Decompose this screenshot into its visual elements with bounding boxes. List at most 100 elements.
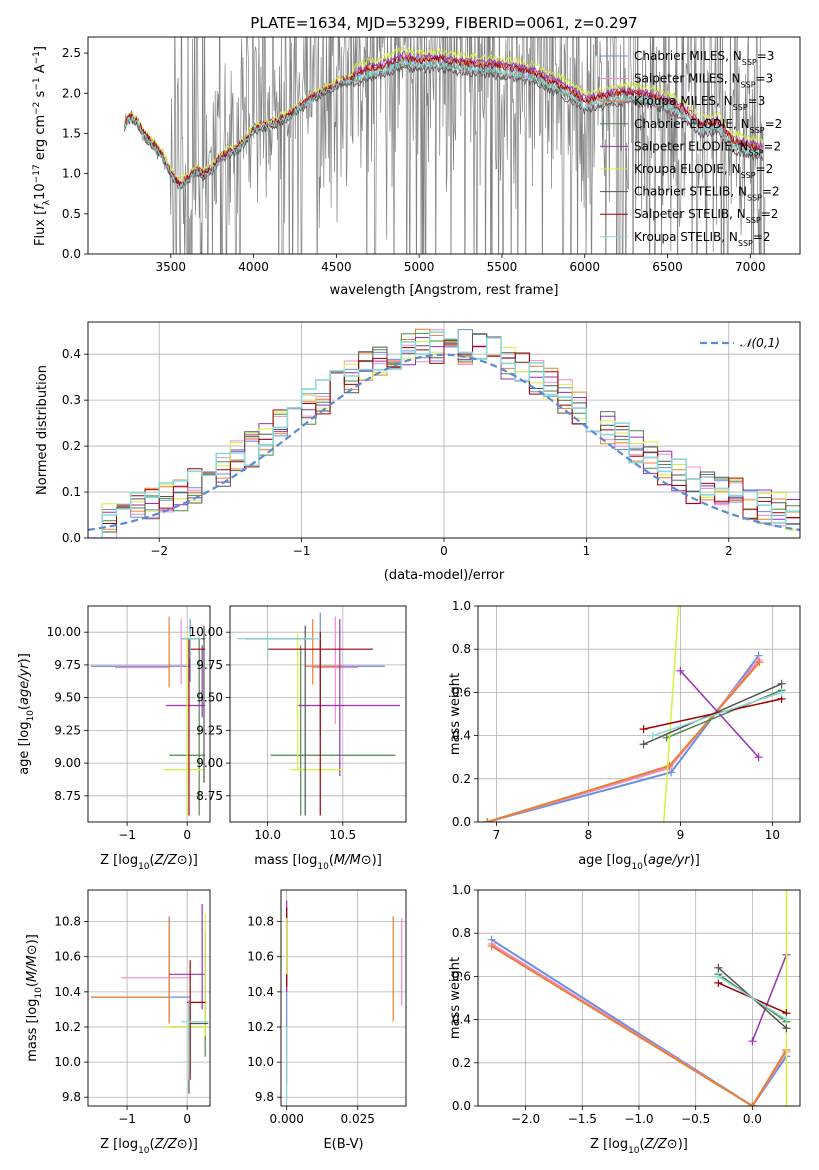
y-tick-label: 0.3	[62, 393, 81, 407]
panel-age_vs_Z: −1 0 8.75 9.00 9.25 9.50 9.75 10.00 Z [log10(Z/Z…	[17, 605, 211, 872]
weight-marker	[777, 688, 786, 697]
weight-marker	[674, 606, 683, 610]
x-tick-label: 0.025	[341, 1112, 375, 1126]
x-tick-label: 0	[183, 1112, 191, 1126]
y-tick-label: 0.0	[62, 531, 81, 545]
weight-series-7	[643, 698, 782, 730]
y-axis-label: mass [log10(M/M⊙)]	[25, 934, 44, 1062]
plot-area	[91, 904, 209, 1094]
y-tick-label: 10.6	[247, 950, 274, 964]
weight-series-0	[491, 938, 788, 1106]
y-tick-label: 1.0	[452, 883, 471, 897]
x-tick-label: 6500	[652, 260, 683, 274]
x-axis-label: mass [log10(M/M⊙)]	[254, 853, 382, 872]
weight-marker	[639, 740, 648, 749]
x-tick-label: 0.000	[270, 1112, 304, 1126]
y-tick-label: 0.2	[62, 439, 81, 453]
x-tick-label: 4000	[238, 260, 269, 274]
x-tick-label: 0	[183, 828, 191, 842]
y-tick-label: 0.0	[62, 247, 81, 261]
y-axis-label: Flux [fλ10−17 erg cm−2 s−1 A−1]	[32, 46, 52, 246]
y-tick-label: 10.2	[247, 1020, 274, 1034]
residual-histogram-8	[88, 331, 800, 538]
weight-marker	[782, 1015, 791, 1024]
weight-marker	[748, 1102, 757, 1106]
model-spectrum-4	[124, 50, 764, 185]
x-tick-label: −0.5	[681, 1112, 710, 1126]
axes-frame	[87, 36, 801, 255]
y-tick-label: 9.00	[54, 756, 81, 770]
axes-frame	[229, 605, 407, 823]
weight-series-2	[486, 661, 761, 822]
chart-title: PLATE=1634, MJD=53299, FIBERID=0061, z=0…	[250, 14, 637, 32]
y-tick-label: 0.1	[62, 485, 81, 499]
y-tick-label: 9.50	[54, 691, 81, 705]
weight-marker	[714, 963, 723, 972]
plot-area	[237, 612, 400, 816]
legend-entry: Salpeter MILES, NSSP=3	[634, 72, 773, 90]
axes-frame	[87, 605, 211, 823]
y-tick-label: 0.0	[452, 1099, 471, 1113]
y-tick-label: 0.4	[62, 347, 81, 361]
x-axis-label: wavelength [Angstrom, rest frame]	[330, 283, 559, 298]
legend-entry: Chabrier MILES, NSSP=3	[634, 49, 774, 67]
y-tick-label: 10.6	[54, 950, 81, 964]
weight-marker	[659, 818, 668, 822]
x-tick-label: 8	[585, 828, 593, 842]
weight-series-2	[491, 945, 788, 1106]
y-tick-label: 10.2	[54, 1020, 81, 1034]
weight-series-8	[717, 975, 787, 1021]
plot-area	[487, 890, 791, 1106]
y-tick-label: 10.0	[247, 1055, 274, 1069]
y-tick-label: 0.8	[452, 642, 471, 656]
y-tick-label: 0.2	[452, 1056, 471, 1070]
y-tick-label: 9.25	[54, 723, 81, 737]
weight-marker	[483, 818, 492, 822]
legend: Chabrier MILES, NSSP=3 Salpeter MILES, NS…	[600, 49, 782, 247]
legend-entry: Salpeter STELIB, NSSP=2	[634, 207, 778, 225]
plot-area	[91, 616, 206, 816]
legend-entry: Kroupa MILES, NSSP=3	[634, 94, 765, 112]
y-tick-label: 0.4	[452, 729, 471, 743]
panel-weight_vs_age: 7 8 9 10 0.0 0.2 0.4 0.6 0.8 1.0 age [log10(age/yr…	[448, 599, 801, 872]
legend-entry: 𝒩(0,1)	[740, 336, 780, 350]
x-tick-label: −1.5	[568, 1112, 597, 1126]
x-tick-label: −2	[150, 544, 168, 558]
weight-marker	[667, 768, 676, 777]
panel-mass_vs_ebv: 0.000 0.025 9.8 10.0 10.2 10.4 10.6 10.8 E(B-V)	[247, 889, 407, 1152]
panel-age_vs_mass: 10.0 10.5 8.75 9.00 9.25 9.50 9.75 10.00 mass [l…	[189, 605, 407, 872]
x-tick-label: 5500	[487, 260, 518, 274]
weight-marker	[676, 666, 685, 675]
y-tick-label: 2.5	[62, 46, 81, 60]
y-tick-label: 10.8	[247, 915, 274, 929]
legend-entry: Kroupa STELIB, NSSP=2	[634, 230, 771, 248]
y-tick-label: 1.0	[452, 599, 471, 613]
weight-marker	[755, 658, 764, 667]
model-spectrum-7	[124, 54, 764, 187]
x-tick-label: 10	[765, 828, 780, 842]
model-spectrum-6	[124, 64, 764, 190]
y-tick-label: 9.25	[196, 723, 223, 737]
plot-area	[483, 606, 786, 822]
y-tick-label: 1.0	[62, 167, 81, 181]
y-tick-label: 10.0	[54, 1055, 81, 1069]
y-tick-label: 1.5	[62, 126, 81, 140]
weight-marker	[648, 731, 657, 740]
y-tick-label: 0.2	[452, 772, 471, 786]
axes-frame	[87, 889, 211, 1107]
weight-marker	[639, 725, 648, 734]
x-axis-label: Z [log10(Z/Z⊙)]	[100, 1137, 198, 1156]
weight-series-0	[486, 655, 760, 822]
y-axis-label: age [log10(age/yr)]	[17, 653, 36, 775]
x-tick-label: 5000	[404, 260, 435, 274]
model-spectrum-8	[124, 58, 764, 191]
y-tick-label: 0.0	[452, 815, 471, 829]
x-tick-label: 7000	[735, 260, 766, 274]
x-tick-label: 1	[583, 544, 591, 558]
y-tick-label: 0.8	[452, 926, 471, 940]
panel-mass_vs_Z: −1 0 9.8 10.0 10.2 10.4 10.6 10.8 Z [log10(Z/Z⊙)…	[25, 889, 211, 1156]
x-axis-label: Z [log10(Z/Z⊙)]	[590, 1137, 688, 1156]
weight-marker	[665, 761, 674, 770]
weight-series-1	[486, 659, 760, 822]
panel-spectrum: PLATE=1634, MJD=53299, FIBERID=0061, z=0…	[32, 14, 801, 298]
